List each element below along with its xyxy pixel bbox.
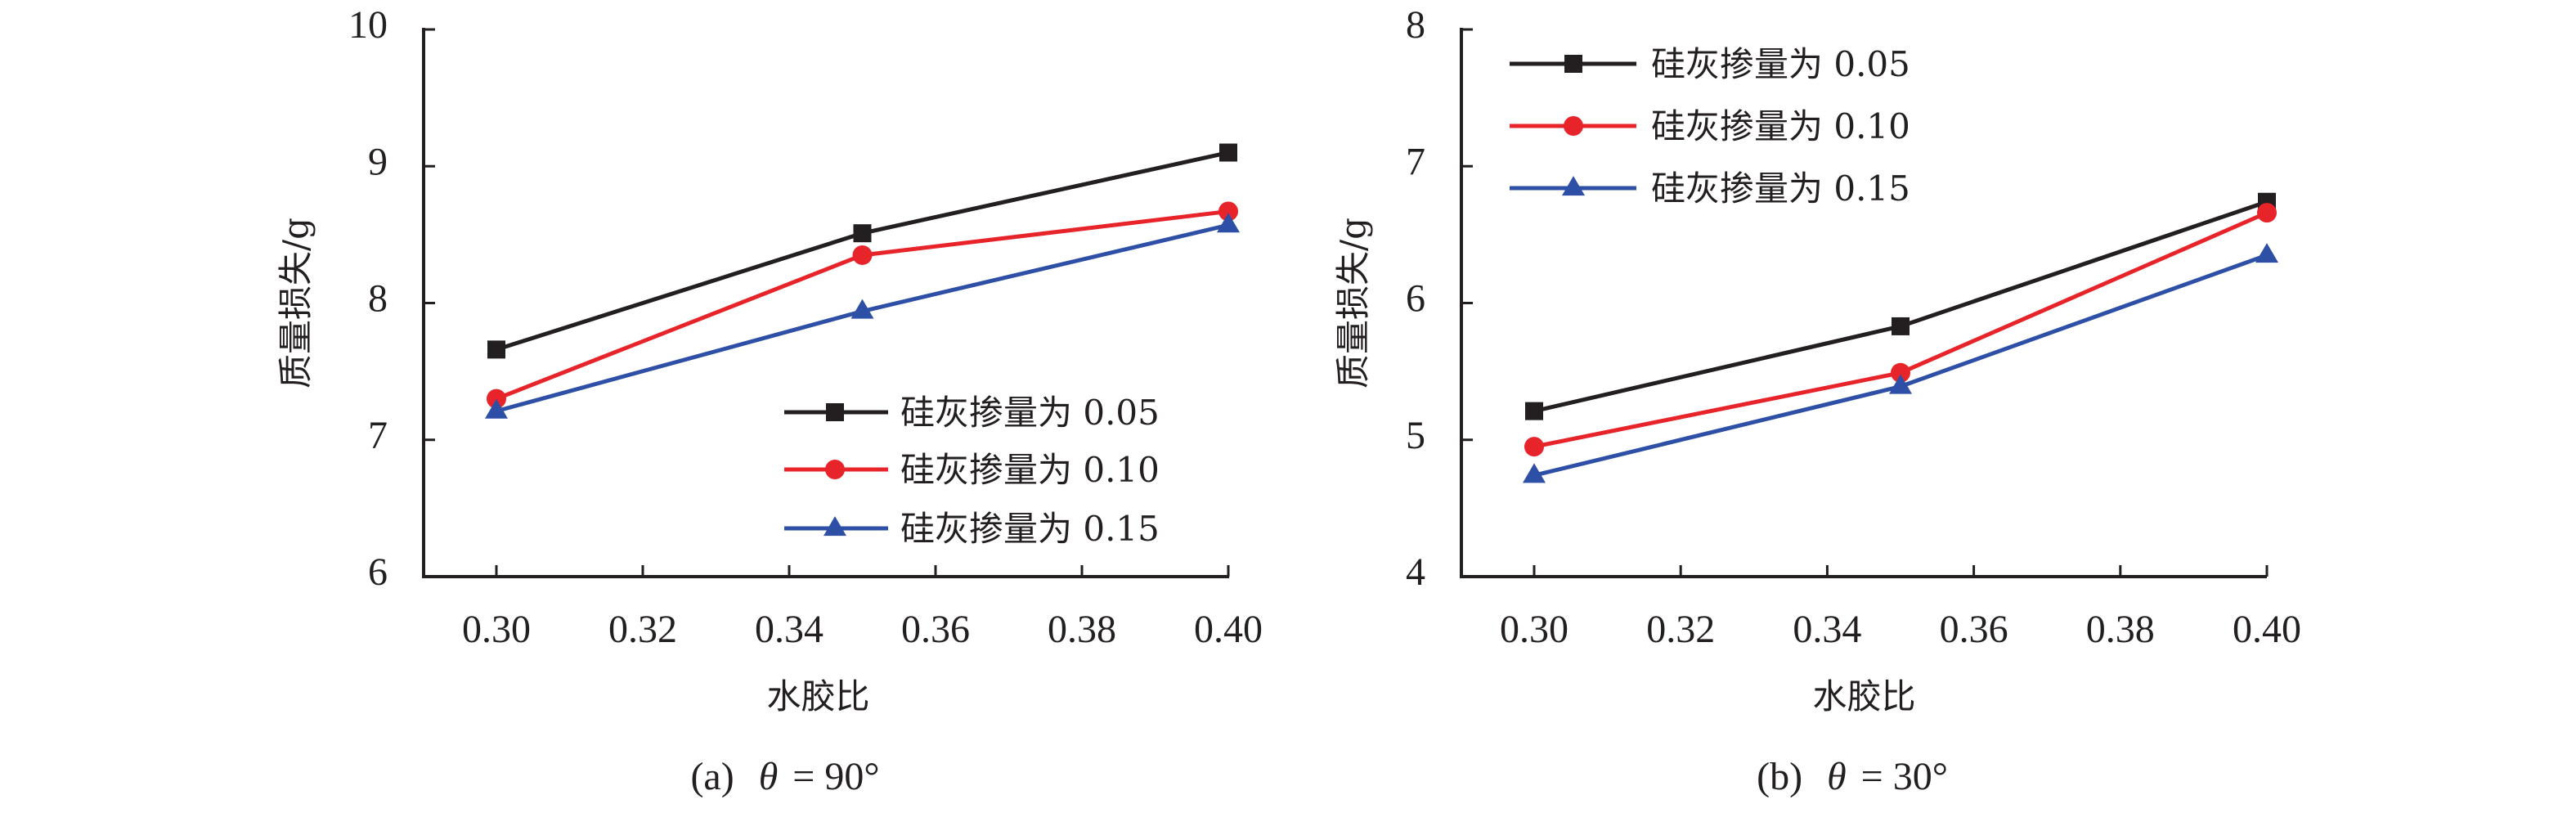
legend-item: 硅灰掺量为 0.05 [784,393,1160,433]
legend: 硅灰掺量为 0.05 硅灰掺量为 0.10 硅灰掺量为 0.15 [784,393,1160,549]
series-layer [485,143,1240,419]
x-tick-label: 0.38 [1048,608,1116,651]
data-point [1219,143,1237,162]
data-point [1892,317,1910,335]
y-tick-label: 8 [1406,3,1425,47]
legend-item: 硅灰掺量为 0.05 [1510,44,1910,84]
y-tick-label: 8 [368,277,388,321]
legend: 硅灰掺量为 0.05 硅灰掺量为 0.10 硅灰掺量为 0.15 [1510,44,1910,209]
caption-theta: θ [1827,755,1847,798]
caption-value: = 90° [792,755,879,798]
data-point [1218,201,1238,222]
x-tick-label: 0.40 [2233,608,2301,651]
chart-panel-b: 4 5 6 7 8 0.30 0.32 0.34 0.36 0.38 0.40 质量损失/g 水胶… [1333,3,2301,798]
legend-marker [1564,116,1583,136]
y-tick-label: 4 [1406,550,1425,594]
legend-item: 硅灰掺量为 0.10 [1510,106,1910,146]
data-point [1524,437,1544,457]
data-point [1217,213,1240,233]
data-point [1523,463,1546,483]
x-axis-title: 水胶比 [1812,676,1915,716]
data-point [2257,203,2277,223]
data-point [485,398,508,419]
x-tick-label: 0.32 [1646,608,1715,651]
y-tick-label: 6 [368,550,388,594]
series-2 [487,201,1238,409]
panel-caption: (a) θ = 90° [690,755,879,798]
caption-prefix: (a) [690,755,734,798]
caption-value: = 30° [1861,755,1948,798]
series-3 [1523,243,2278,483]
data-point [1525,402,1543,420]
axes [422,28,1229,578]
x-tick-label: 0.40 [1194,608,1263,651]
legend-label: 硅灰掺量为 0.10 [900,450,1160,490]
y-tick-label: 10 [348,3,388,47]
data-point [1889,374,1912,394]
y-axis-title: 质量损失/g [1333,218,1373,389]
legend-marker [825,460,845,479]
legend-marker [1564,55,1582,73]
x-tick-label: 0.34 [755,608,824,651]
legend-item: 硅灰掺量为 0.15 [1510,168,1910,209]
legend-marker [824,516,846,537]
series-3 [485,213,1240,419]
x-ticks: 0.30 0.32 0.34 0.36 0.38 0.40 [1500,565,2301,651]
x-tick-label: 0.34 [1793,608,1861,651]
y-tick-label: 5 [1406,414,1425,457]
caption-theta: θ [759,755,779,798]
series-1 [487,143,1237,359]
data-point [850,299,874,319]
x-tick-label: 0.30 [462,608,531,651]
y-tick-label: 9 [368,140,388,183]
chart-panel-a: 6 7 8 9 10 0.30 0.32 0.34 0.36 0.38 0.40 质量损失/g 水… [276,3,1263,798]
legend-label: 硅灰掺量为 0.15 [900,509,1160,549]
legend-label: 硅灰掺量为 0.05 [900,393,1160,433]
panel-caption: (b) θ = 30° [1757,755,1948,798]
caption-prefix: (b) [1757,755,1802,798]
x-axis-title: 水胶比 [766,676,869,716]
x-tick-label: 0.32 [608,608,677,651]
y-tick-label: 7 [1406,140,1425,183]
x-ticks: 0.30 0.32 0.34 0.36 0.38 0.40 [462,565,1263,651]
legend-marker [826,403,844,421]
data-point [853,224,872,243]
y-tick-label: 6 [1406,277,1425,321]
series-1 [1525,192,2276,420]
data-point [1891,362,1910,383]
legend-label: 硅灰掺量为 0.10 [1651,106,1910,146]
data-point [487,389,506,409]
data-point [487,340,505,359]
data-point [2255,243,2278,263]
data-point [852,245,873,265]
x-tick-label: 0.36 [901,608,970,651]
legend-item: 硅灰掺量为 0.15 [784,509,1160,549]
x-tick-label: 0.30 [1500,608,1568,651]
y-tick-label: 7 [368,414,388,457]
series-layer [1523,192,2278,483]
legend-label: 硅灰掺量为 0.15 [1651,168,1910,209]
x-tick-label: 0.36 [1940,608,2008,651]
y-axis-title: 质量损失/g [276,218,316,389]
legend-item: 硅灰掺量为 0.10 [784,450,1160,490]
y-ticks: 4 5 6 7 8 [1406,3,1473,594]
y-ticks: 6 7 8 9 10 [348,3,435,594]
x-tick-label: 0.38 [2086,608,2155,651]
series-2 [1524,203,2277,457]
legend-label: 硅灰掺量为 0.05 [1651,44,1910,84]
legend-marker [1562,176,1585,196]
